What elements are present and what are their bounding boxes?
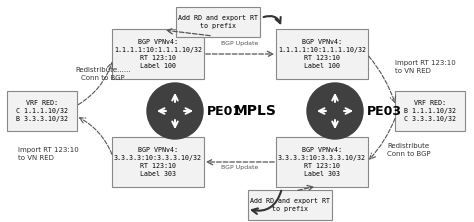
Text: BGP VPNv4:
1.1.1.1:10:1.1.1.10/32
RT 123:10
Label 100: BGP VPNv4: 1.1.1.1:10:1.1.1.10/32 RT 123… [278, 39, 366, 69]
FancyBboxPatch shape [395, 91, 465, 131]
FancyBboxPatch shape [276, 137, 368, 187]
Text: Redistribute
Conn to BGP: Redistribute Conn to BGP [387, 143, 430, 157]
Text: BGP VPNv4:
3.3.3.3:10:3.3.3.10/32
RT 123:10
Label 303: BGP VPNv4: 3.3.3.3:10:3.3.3.10/32 RT 123… [114, 147, 202, 177]
Text: Import RT 123:10
to VN RED: Import RT 123:10 to VN RED [395, 60, 456, 74]
Text: BGP VPNv4:
3.3.3.3:10:3.3.3.10/32
RT 123:10
Label 303: BGP VPNv4: 3.3.3.3:10:3.3.3.10/32 RT 123… [278, 147, 366, 177]
FancyBboxPatch shape [176, 7, 260, 37]
Text: Add RD and export RT
to prefix: Add RD and export RT to prefix [178, 15, 258, 29]
Text: VRF RED:
B 1.1.1.10/32
C 3.3.3.10/32: VRF RED: B 1.1.1.10/32 C 3.3.3.10/32 [404, 100, 456, 122]
FancyBboxPatch shape [276, 29, 368, 79]
FancyBboxPatch shape [248, 190, 332, 220]
Text: VRF RED:
C 1.1.1.10/32
B 3.3.3.10/32: VRF RED: C 1.1.1.10/32 B 3.3.3.10/32 [16, 100, 68, 122]
Text: Import RT 123:10
to VN RED: Import RT 123:10 to VN RED [18, 147, 79, 161]
Circle shape [147, 83, 203, 139]
Text: Redistribute......
Conn to BGP: Redistribute...... Conn to BGP [75, 67, 131, 81]
Text: MPLS: MPLS [234, 104, 276, 118]
Circle shape [307, 83, 363, 139]
Text: BGP Update: BGP Update [221, 165, 259, 170]
Text: PE03: PE03 [367, 105, 402, 117]
Text: BGP VPNv4:
1.1.1.1:10:1.1.1.10/32
RT 123:10
Label 100: BGP VPNv4: 1.1.1.1:10:1.1.1.10/32 RT 123… [114, 39, 202, 69]
FancyBboxPatch shape [112, 137, 204, 187]
Text: Add RD and export RT
to prefix: Add RD and export RT to prefix [250, 198, 330, 212]
FancyBboxPatch shape [7, 91, 77, 131]
Text: BGP Update: BGP Update [221, 41, 259, 46]
Text: PE01: PE01 [207, 105, 242, 117]
FancyBboxPatch shape [112, 29, 204, 79]
